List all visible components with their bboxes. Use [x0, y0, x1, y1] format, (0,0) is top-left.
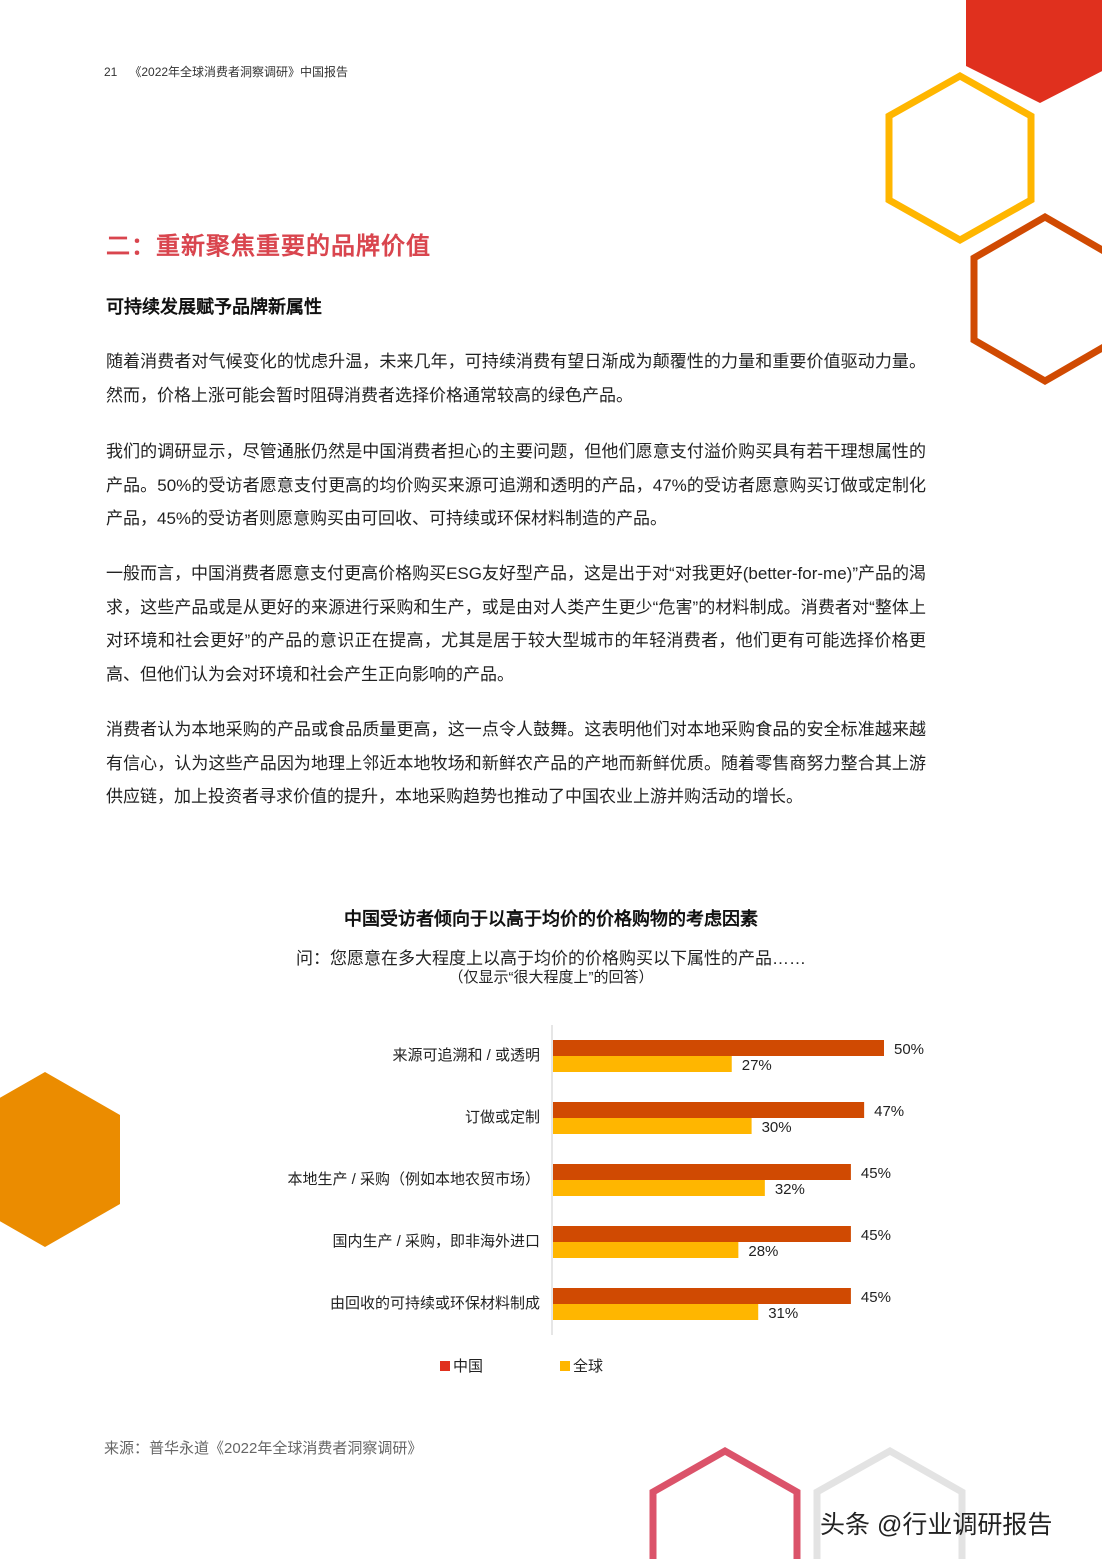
- data-label-china: 45%: [861, 1165, 891, 1182]
- data-label-china: 50%: [894, 1041, 924, 1058]
- legend-item-china: 中国: [440, 1355, 483, 1376]
- chart-note: （仅显示“很大程度上”的回答）: [448, 969, 654, 986]
- bar-china: [553, 1102, 865, 1118]
- paragraph-3: 一般而言，中国消费者愿意支付更高价格购买ESG友好型产品，这是出于对“对我更好(…: [106, 564, 926, 684]
- category-label: 由回收的可持续或环保材料制成: [330, 1295, 540, 1312]
- data-label-global: 30%: [762, 1119, 792, 1136]
- data-label-global: 27%: [742, 1057, 772, 1074]
- section-title: 二：重新聚焦重要的品牌价值: [106, 233, 431, 260]
- bar-global: [553, 1056, 732, 1072]
- legend-label-china: 中国: [453, 1358, 484, 1375]
- category-label: 国内生产 / 采购，即非海外进口: [332, 1233, 540, 1250]
- legend-swatch-china: [440, 1361, 450, 1371]
- bar-global: [553, 1118, 752, 1134]
- watermark: 头条 @行业调研报告: [820, 1511, 1053, 1539]
- source-note: 来源：普华永道《2022年全球消费者洞察调研》: [104, 1440, 423, 1457]
- paragraph-2: 我们的调研显示，尽管通胀仍然是中国消费者担心的主要问题，但他们愿意支付溢价购买具…: [106, 442, 926, 528]
- hexagon-orange-outline: [970, 212, 1102, 386]
- category-label: 订做或定制: [465, 1109, 540, 1126]
- hexagon-yellow-outline: [885, 71, 1035, 245]
- subsection-title: 可持续发展赋予品牌新属性: [106, 297, 322, 317]
- bar-global: [553, 1304, 759, 1320]
- category-label: 来源可追溯和 / 或透明: [392, 1047, 540, 1064]
- legend-label-global: 全球: [573, 1358, 604, 1375]
- bar-china: [553, 1226, 851, 1242]
- bar-global: [553, 1180, 765, 1196]
- bar-china: [553, 1164, 851, 1180]
- hexagon-amber-filled: [0, 1072, 120, 1247]
- data-label-global: 32%: [775, 1181, 805, 1198]
- page-header: 21 《2022年全球消费者洞察调研》中国报告: [104, 63, 360, 80]
- hexagon-grey-outline: [813, 1446, 966, 1559]
- chart-subtitle: 问：您愿意在多大程度上以高于均价的价格购买以下属性的产品……: [296, 949, 806, 968]
- data-label-china: 45%: [861, 1289, 891, 1306]
- chart-title: 中国受访者倾向于以高于均价的价格购物的考虑因素: [344, 909, 758, 929]
- data-label-global: 28%: [748, 1243, 778, 1260]
- data-label-china: 45%: [861, 1227, 891, 1244]
- legend-swatch-global: [560, 1361, 570, 1371]
- hexagon-red-filled: [966, 0, 1102, 103]
- legend-item-global: 全球: [560, 1355, 603, 1376]
- report-title: 《2022年全球消费者洞察调研》中国报告: [129, 65, 349, 79]
- page-number: 21: [104, 65, 118, 79]
- paragraph-4: 消费者认为本地采购的产品或食品质量更高，这一点令人鼓舞。这表明他们对本地采购食品…: [106, 720, 926, 806]
- data-label-china: 47%: [874, 1103, 904, 1120]
- data-label-global: 31%: [768, 1305, 798, 1322]
- paragraph-1: 随着消费者对气候变化的忧虑升温，未来几年，可持续消费有望日渐成为颠覆性的力量和重…: [106, 352, 926, 405]
- hexagon-pink-outline: [649, 1446, 801, 1559]
- bar-china: [553, 1288, 851, 1304]
- bar-china: [553, 1040, 884, 1056]
- bar-global: [553, 1242, 739, 1258]
- category-label: 本地生产 / 采购（例如本地农贸市场）: [287, 1171, 540, 1188]
